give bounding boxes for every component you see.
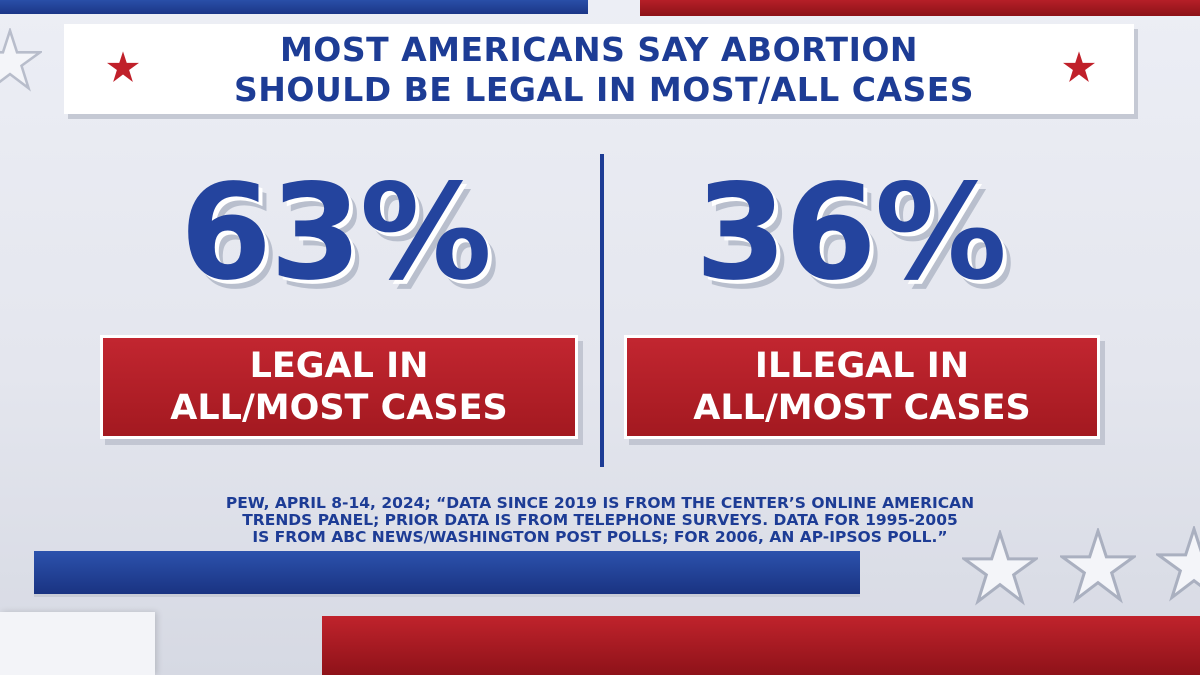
decorative-star-icon (962, 530, 1038, 606)
top-blue-stripe (0, 0, 588, 14)
legal-label-box: LEGAL IN ALL/MOST CASES (100, 335, 578, 439)
legal-percentage: 63% (180, 156, 492, 310)
decorative-star-icon (1060, 528, 1136, 604)
star-icon (107, 51, 139, 82)
source-line-1: PEW, APRIL 8-14, 2024; “DATA SINCE 2019 … (225, 494, 975, 512)
center-divider (600, 154, 604, 467)
title-banner: MOST AMERICANS SAY ABORTION SHOULD BE LE… (64, 24, 1134, 114)
bottom-blue-stripe (34, 551, 860, 594)
illegal-label-line-2: ALL/MOST CASES (693, 388, 1031, 428)
decorative-star-icon (1156, 526, 1200, 602)
legal-label-line-2: ALL/MOST CASES (170, 388, 508, 428)
source-note: PEW, APRIL 8-14, 2024; “DATA SINCE 2019 … (215, 495, 985, 546)
illegal-label-box: ILLEGAL IN ALL/MOST CASES (624, 335, 1100, 439)
legal-label-line-1: LEGAL IN (249, 346, 429, 386)
title-line-2: SHOULD BE LEGAL IN MOST/ALL CASES (234, 70, 975, 109)
bottom-grey-panel (0, 612, 155, 675)
illegal-label-line-1: ILLEGAL IN (754, 346, 970, 386)
top-red-stripe (640, 0, 1200, 16)
bottom-red-stripe (322, 616, 1200, 675)
illegal-percentage: 36% (695, 156, 1007, 310)
title-line-1: MOST AMERICANS SAY ABORTION (279, 30, 919, 69)
decorative-star-icon (0, 28, 42, 92)
source-line-2: TRENDS PANEL; PRIOR DATA IS FROM TELEPHO… (242, 511, 958, 529)
page-title: MOST AMERICANS SAY ABORTION SHOULD BE LE… (234, 30, 975, 110)
source-line-3: IS FROM ABC NEWS/WASHINGTON POST POLLS; … (252, 528, 948, 546)
star-icon (1063, 51, 1095, 82)
